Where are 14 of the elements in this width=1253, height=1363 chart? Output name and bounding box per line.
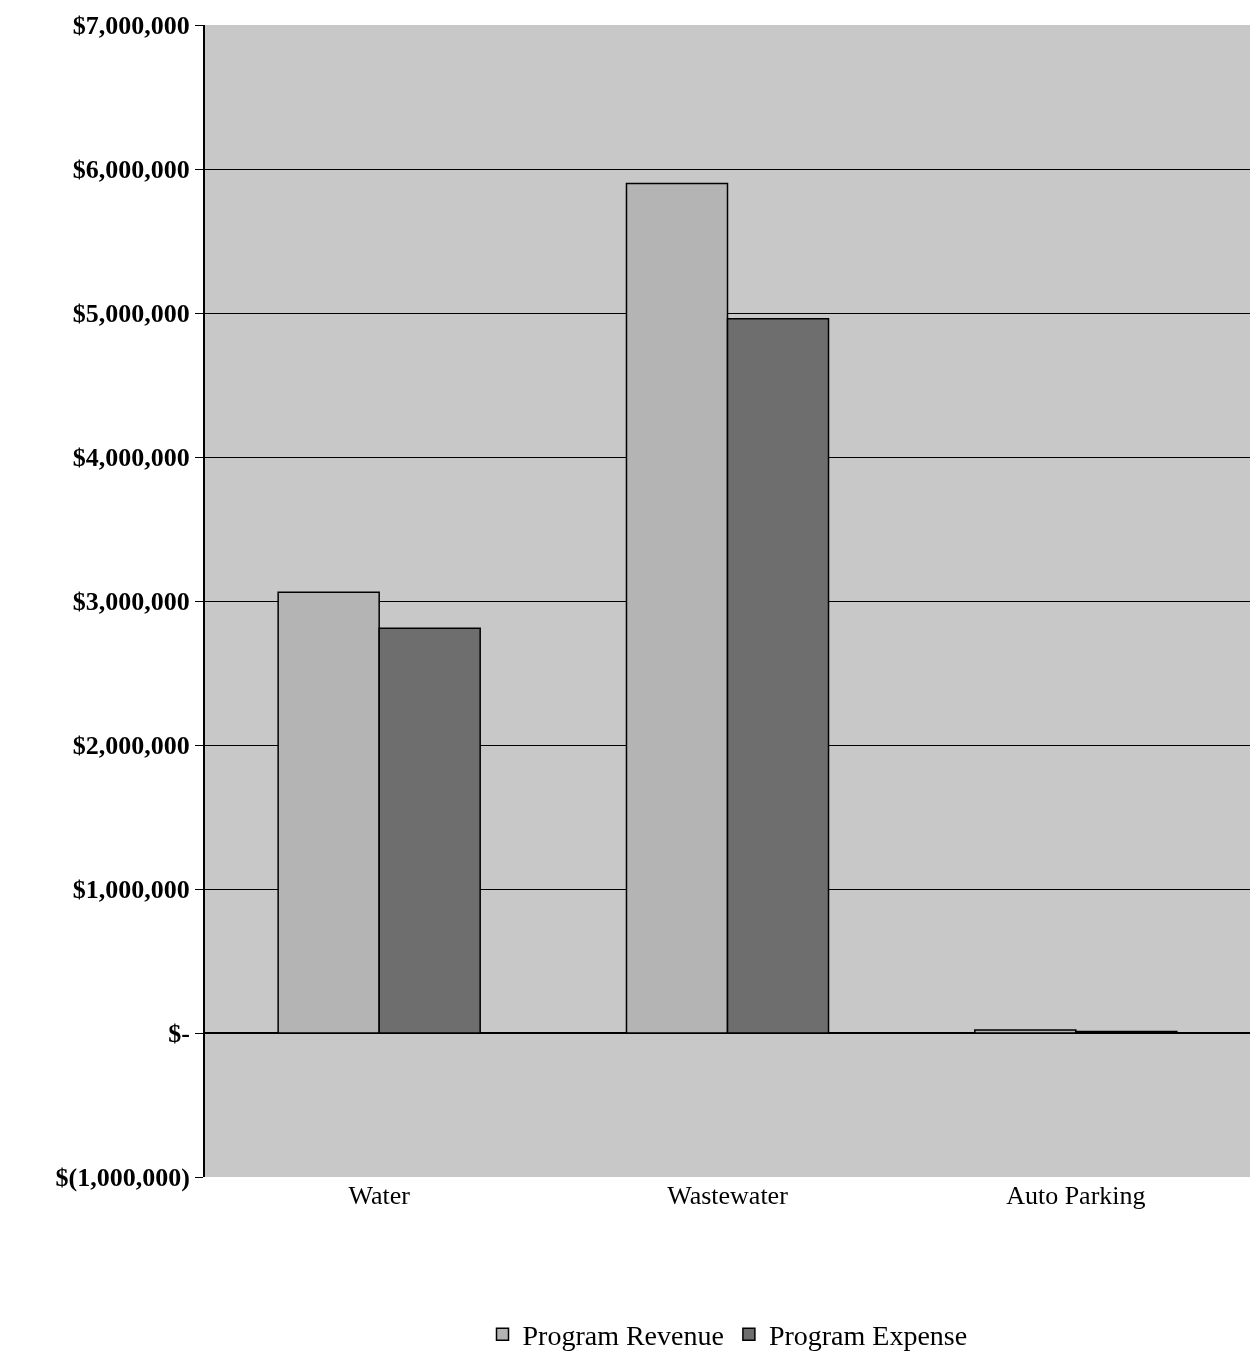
x-tick-label: Auto Parking [1006,1181,1146,1210]
y-tick-label: $2,000,000 [72,731,190,761]
y-tick-label: $- [168,1019,190,1049]
y-tick-label: $7,000,000 [72,11,190,41]
y-tick-label: $1,000,000 [72,875,190,905]
x-tick-label: Water [348,1181,411,1210]
legend-label: Program Expense [768,1320,968,1352]
y-tick-label: $3,000,000 [72,587,190,617]
y-tick-label: $6,000,000 [72,155,190,185]
y-tick-label: $4,000,000 [72,443,190,473]
x-tick-label: Wastewater [667,1181,789,1210]
y-tick-label: $5,000,000 [72,299,190,329]
legend-label: Program Revenue [522,1320,724,1352]
y-tick-label: $(1,000,000) [55,1163,190,1193]
